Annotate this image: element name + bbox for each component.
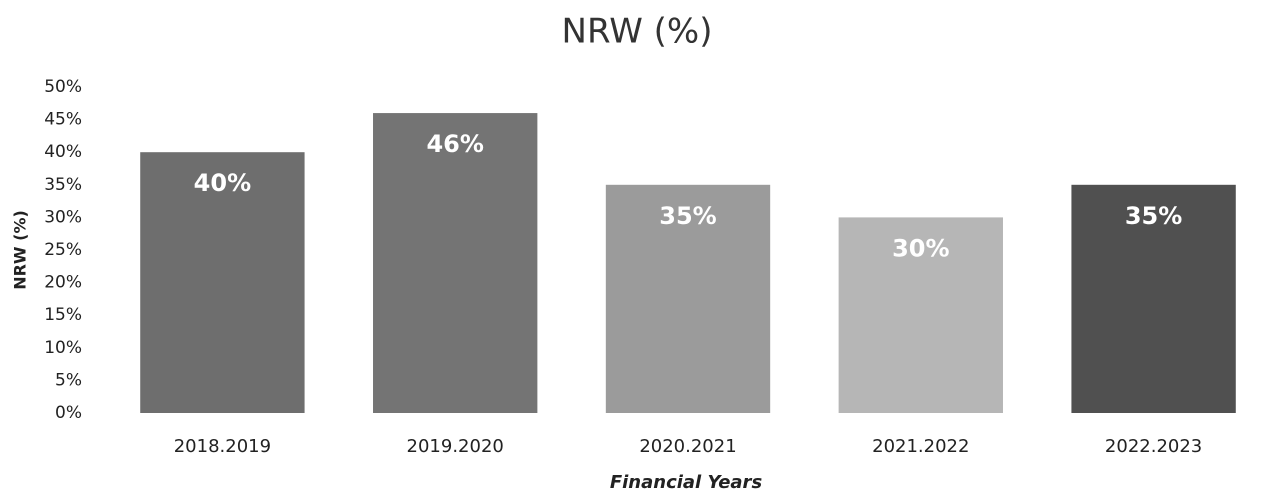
x-tick-label: 2021.2022: [872, 436, 969, 457]
y-tick-label: 20%: [44, 273, 82, 293]
value-label: 35%: [1125, 202, 1182, 230]
y-tick-label: 40%: [44, 142, 82, 162]
x-axis-label: Financial Years: [610, 472, 763, 493]
value-label: 40%: [194, 169, 251, 197]
value-label: 30%: [892, 234, 949, 262]
y-tick-label: 25%: [44, 240, 82, 260]
y-tick-label: 10%: [44, 338, 82, 358]
bar: [838, 217, 1003, 413]
x-tick-label: 2022.2023: [1105, 436, 1202, 457]
bar: [373, 113, 538, 413]
chart-title: NRW (%): [562, 12, 713, 52]
y-tick-label: 5%: [55, 370, 82, 390]
y-tick-label: 15%: [44, 305, 82, 325]
y-tick-label: 45%: [44, 110, 82, 130]
y-tick-label: 35%: [44, 175, 82, 195]
value-label: 35%: [659, 202, 716, 230]
x-tick-label: 2020.2021: [639, 436, 736, 457]
y-tick-label: 0%: [55, 403, 82, 423]
bar: [605, 184, 771, 413]
y-tick-label: 50%: [44, 77, 82, 97]
value-label: 46%: [426, 130, 483, 158]
x-tick-label: 2019.2020: [407, 436, 504, 457]
bar: [140, 152, 305, 413]
y-axis-label: NRW (%): [11, 210, 30, 290]
y-tick-label: 30%: [44, 207, 82, 227]
bar: [1071, 184, 1236, 413]
x-tick-label: 2018.2019: [174, 436, 271, 457]
